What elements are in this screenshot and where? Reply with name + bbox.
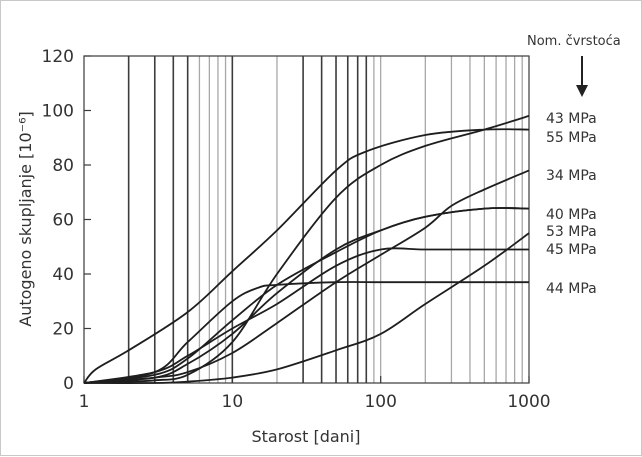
series-label: 40 MPa — [546, 207, 597, 223]
series-label: 44 MPa — [546, 281, 597, 297]
x-tick-label: 1000 — [507, 392, 550, 412]
series-line — [83, 207, 530, 384]
series-line — [83, 232, 530, 384]
legend-title: Nom. čvrstoća — [527, 34, 621, 49]
series-line — [83, 247, 530, 384]
down-arrow-icon — [576, 56, 588, 97]
x-tick-label: 1 — [79, 392, 90, 412]
y-tick-label: 40 — [52, 265, 74, 285]
series-label: 34 MPa — [546, 168, 597, 184]
plot-frame — [83, 55, 530, 384]
y-tick-label: 0 — [63, 374, 74, 394]
series-label: 45 MPa — [546, 242, 597, 258]
y-tick-label: 80 — [52, 156, 74, 176]
series-line — [83, 169, 530, 384]
y-tick-label: 20 — [52, 320, 74, 340]
y-axis-title: Autogeno skupljanje [10⁻⁶] — [16, 111, 35, 326]
y-tick-label: 60 — [52, 211, 74, 231]
series-line — [83, 128, 530, 384]
series-lines — [83, 115, 530, 384]
series-line — [83, 115, 530, 384]
y-tick-label: 100 — [42, 102, 74, 122]
series-line — [83, 281, 529, 384]
series-label: 43 MPa — [546, 111, 597, 127]
x-tick-label: 10 — [222, 392, 244, 412]
series-label: 55 MPa — [546, 130, 597, 146]
series-label: 53 MPa — [546, 224, 597, 240]
x-axis-title: Starost [dani] — [252, 427, 361, 446]
grid-lines — [127, 56, 523, 383]
x-tick-label: 100 — [364, 392, 396, 412]
y-tick-label: 120 — [42, 47, 74, 67]
